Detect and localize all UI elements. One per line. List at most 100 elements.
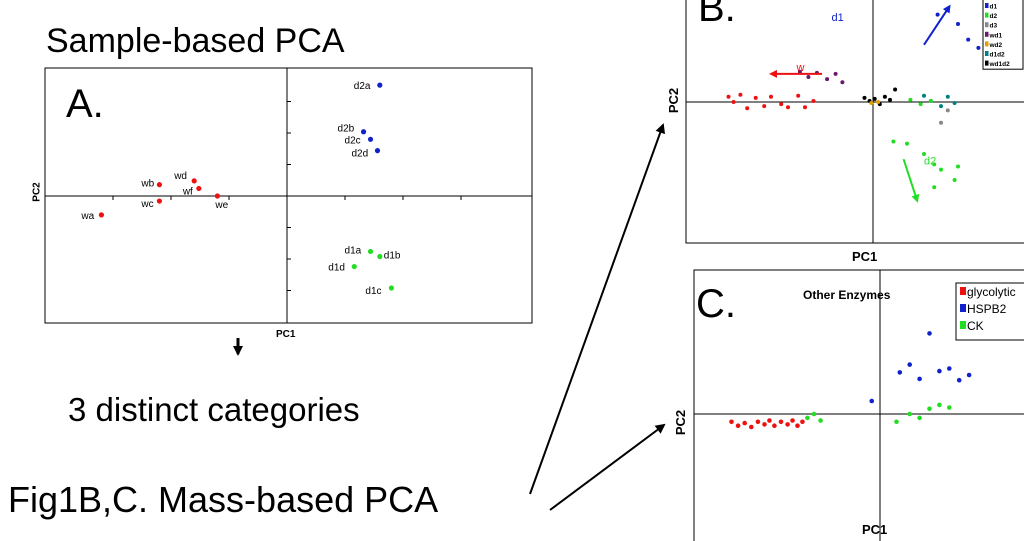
data-point-d1d2 [939, 104, 943, 109]
panel-c-plot: glycolytic HSPB2 CK [694, 270, 1024, 541]
data-point-d2b [360, 129, 367, 135]
data-point-d2 [918, 102, 923, 107]
point-label-d1a: d1a [345, 245, 362, 256]
data-point-d2 [939, 167, 943, 172]
legend-swatch-CK [960, 321, 966, 329]
point-label-d2d: d2d [351, 149, 368, 160]
data-point-CK [894, 419, 899, 425]
data-point-w [803, 105, 807, 110]
data-point-d2 [956, 164, 960, 169]
data-point-HSPB2 [927, 331, 932, 336]
legend-swatch-wd1d2 [985, 60, 989, 66]
data-point-glycolytic [735, 423, 741, 429]
legend-label-d2: d2 [990, 13, 998, 20]
data-point-CK [805, 415, 810, 421]
data-point-CK [937, 402, 942, 408]
data-point-wd1d2 [882, 94, 887, 99]
data-point-w [779, 102, 784, 107]
annotation-d2: d2 [924, 155, 936, 167]
data-point-wf [196, 185, 202, 192]
data-point-HSPB2 [869, 398, 875, 404]
legend-swatch-wd2 [985, 41, 989, 47]
point-label-d1b: d1b [384, 250, 401, 261]
legend-box [955, 282, 1024, 341]
data-point-w [726, 94, 731, 99]
data-point-HSPB2 [907, 362, 912, 367]
data-point-d3 [939, 120, 943, 125]
data-point-glycolytic [742, 420, 747, 426]
data-point-glycolytic [778, 419, 784, 425]
legend-label-d1d2: d1d2 [990, 52, 1006, 59]
panel-a-letter: A. [66, 82, 104, 126]
data-point-w [786, 105, 790, 110]
data-point-CK [927, 406, 932, 412]
legend-swatch-HSPB2 [960, 304, 966, 312]
categories-caption: 3 distinct categories [68, 391, 360, 428]
data-point-d2 [932, 162, 937, 167]
data-point-wd1 [833, 71, 838, 76]
data-point-wd1d2 [893, 87, 898, 92]
data-point-CK [917, 415, 922, 421]
point-label-wd: wd [173, 171, 187, 182]
data-point-d1 [956, 22, 960, 26]
data-point-d2 [891, 139, 896, 144]
panel-a-xlabel: PC1 [276, 329, 296, 340]
legend-label-CK: CK [967, 319, 984, 333]
arrow-d2 [902, 158, 920, 203]
point-label-d1c: d1c [365, 286, 381, 297]
data-point-glycolytic [800, 419, 805, 425]
data-point-wd2 [876, 100, 881, 104]
panel-c-letter: C. [696, 282, 736, 326]
data-point-wd1 [825, 77, 830, 82]
data-point-CK [811, 411, 817, 417]
data-point-wd1 [797, 69, 802, 74]
data-point-we [214, 193, 220, 199]
panel-b-xlabel: PC1 [852, 249, 878, 264]
data-point-glycolytic [755, 419, 761, 425]
data-point-HSPB2 [947, 366, 952, 371]
panel-c-frame [693, 269, 1024, 541]
data-point-d3 [945, 108, 950, 113]
data-point-glycolytic [767, 418, 772, 423]
data-point-wd1d2 [872, 96, 877, 101]
data-point-d1d2 [922, 93, 926, 98]
data-point-HSPB2 [917, 376, 922, 382]
panel-c-xlabel: PC1 [862, 522, 888, 537]
data-point-HSPB2 [966, 372, 972, 378]
point-label-d2c: d2c [345, 135, 361, 146]
data-point-d1 [966, 37, 971, 42]
data-point-CK [947, 405, 952, 410]
data-point-d1d [351, 263, 357, 270]
data-point-d2d [374, 148, 381, 154]
data-point-wc [156, 198, 162, 204]
annotation-w: w [796, 62, 805, 74]
data-point-d2a [377, 82, 383, 88]
legend-label-glycolytic: glycolytic [967, 285, 1016, 299]
legend-swatch-d1 [985, 3, 989, 8]
data-point-d1 [935, 12, 940, 17]
data-point-wa [98, 212, 104, 218]
arrow-to-panel-c [549, 423, 666, 511]
data-point-d2 [952, 178, 957, 182]
data-point-w [738, 92, 743, 97]
data-point-w [762, 104, 767, 109]
arrow-to-panel-b [529, 123, 665, 495]
data-point-wd1 [806, 75, 811, 80]
sample-based-title: Sample-based PCA [46, 22, 345, 60]
data-point-HSPB2 [937, 368, 942, 374]
data-point-HSPB2 [956, 377, 962, 383]
panel-b-letter: B. [698, 0, 736, 30]
legend-box [982, 0, 1024, 70]
data-point-wd2 [869, 101, 874, 106]
data-point-w [753, 95, 758, 100]
legend-label-wd2: wd2 [989, 42, 1003, 49]
data-point-wd1d2 [888, 97, 892, 102]
data-point-CK [907, 411, 912, 417]
panel-c-title: Other Enzymes [803, 288, 891, 302]
panel-b-frame [685, 0, 1024, 244]
data-point-wd1 [840, 80, 845, 85]
data-point-CK [818, 418, 823, 423]
data-point-d2 [922, 152, 926, 156]
